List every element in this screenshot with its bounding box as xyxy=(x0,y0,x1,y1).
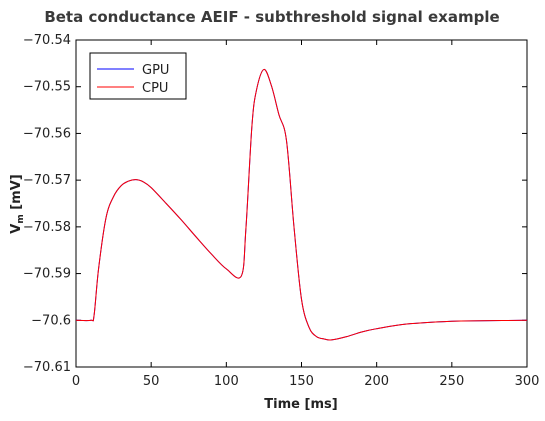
y-tick-label: −70.6 xyxy=(31,313,71,328)
y-tick-label: −70.61 xyxy=(23,360,71,375)
y-axis-label: Vm [mV] xyxy=(9,174,26,233)
legend: GPU CPU xyxy=(89,52,187,100)
x-tick-label: 0 xyxy=(72,374,80,389)
x-axis-label: Time [ms] xyxy=(264,397,337,412)
x-tick-label: 150 xyxy=(289,374,314,389)
x-tick-label: 250 xyxy=(439,374,464,389)
y-tick-label: −70.59 xyxy=(23,267,71,282)
legend-box xyxy=(89,52,187,100)
y-tick-label: −70.57 xyxy=(23,173,71,188)
x-tick-label: 300 xyxy=(515,374,540,389)
series-layer xyxy=(75,68,528,341)
x-tick-label: 200 xyxy=(364,374,389,389)
axis-ticks: 0 50 100 150 200 250 300 −70.54 −70.55 −70.56 −70.… xyxy=(23,33,540,389)
chart-title: Beta conductance AEIF - subthreshold sig… xyxy=(44,8,499,26)
y-tick-label: −70.54 xyxy=(23,33,71,48)
series-line-cpu xyxy=(75,68,528,341)
x-tick-label: 50 xyxy=(143,374,160,389)
legend-label-gpu: GPU xyxy=(142,63,169,78)
y-tick-label: −70.55 xyxy=(23,80,71,95)
x-tick-label: 100 xyxy=(214,374,239,389)
legend-label-cpu: CPU xyxy=(142,81,168,96)
y-tick-label: −70.58 xyxy=(23,220,71,235)
y-tick-label: −70.56 xyxy=(23,126,71,141)
